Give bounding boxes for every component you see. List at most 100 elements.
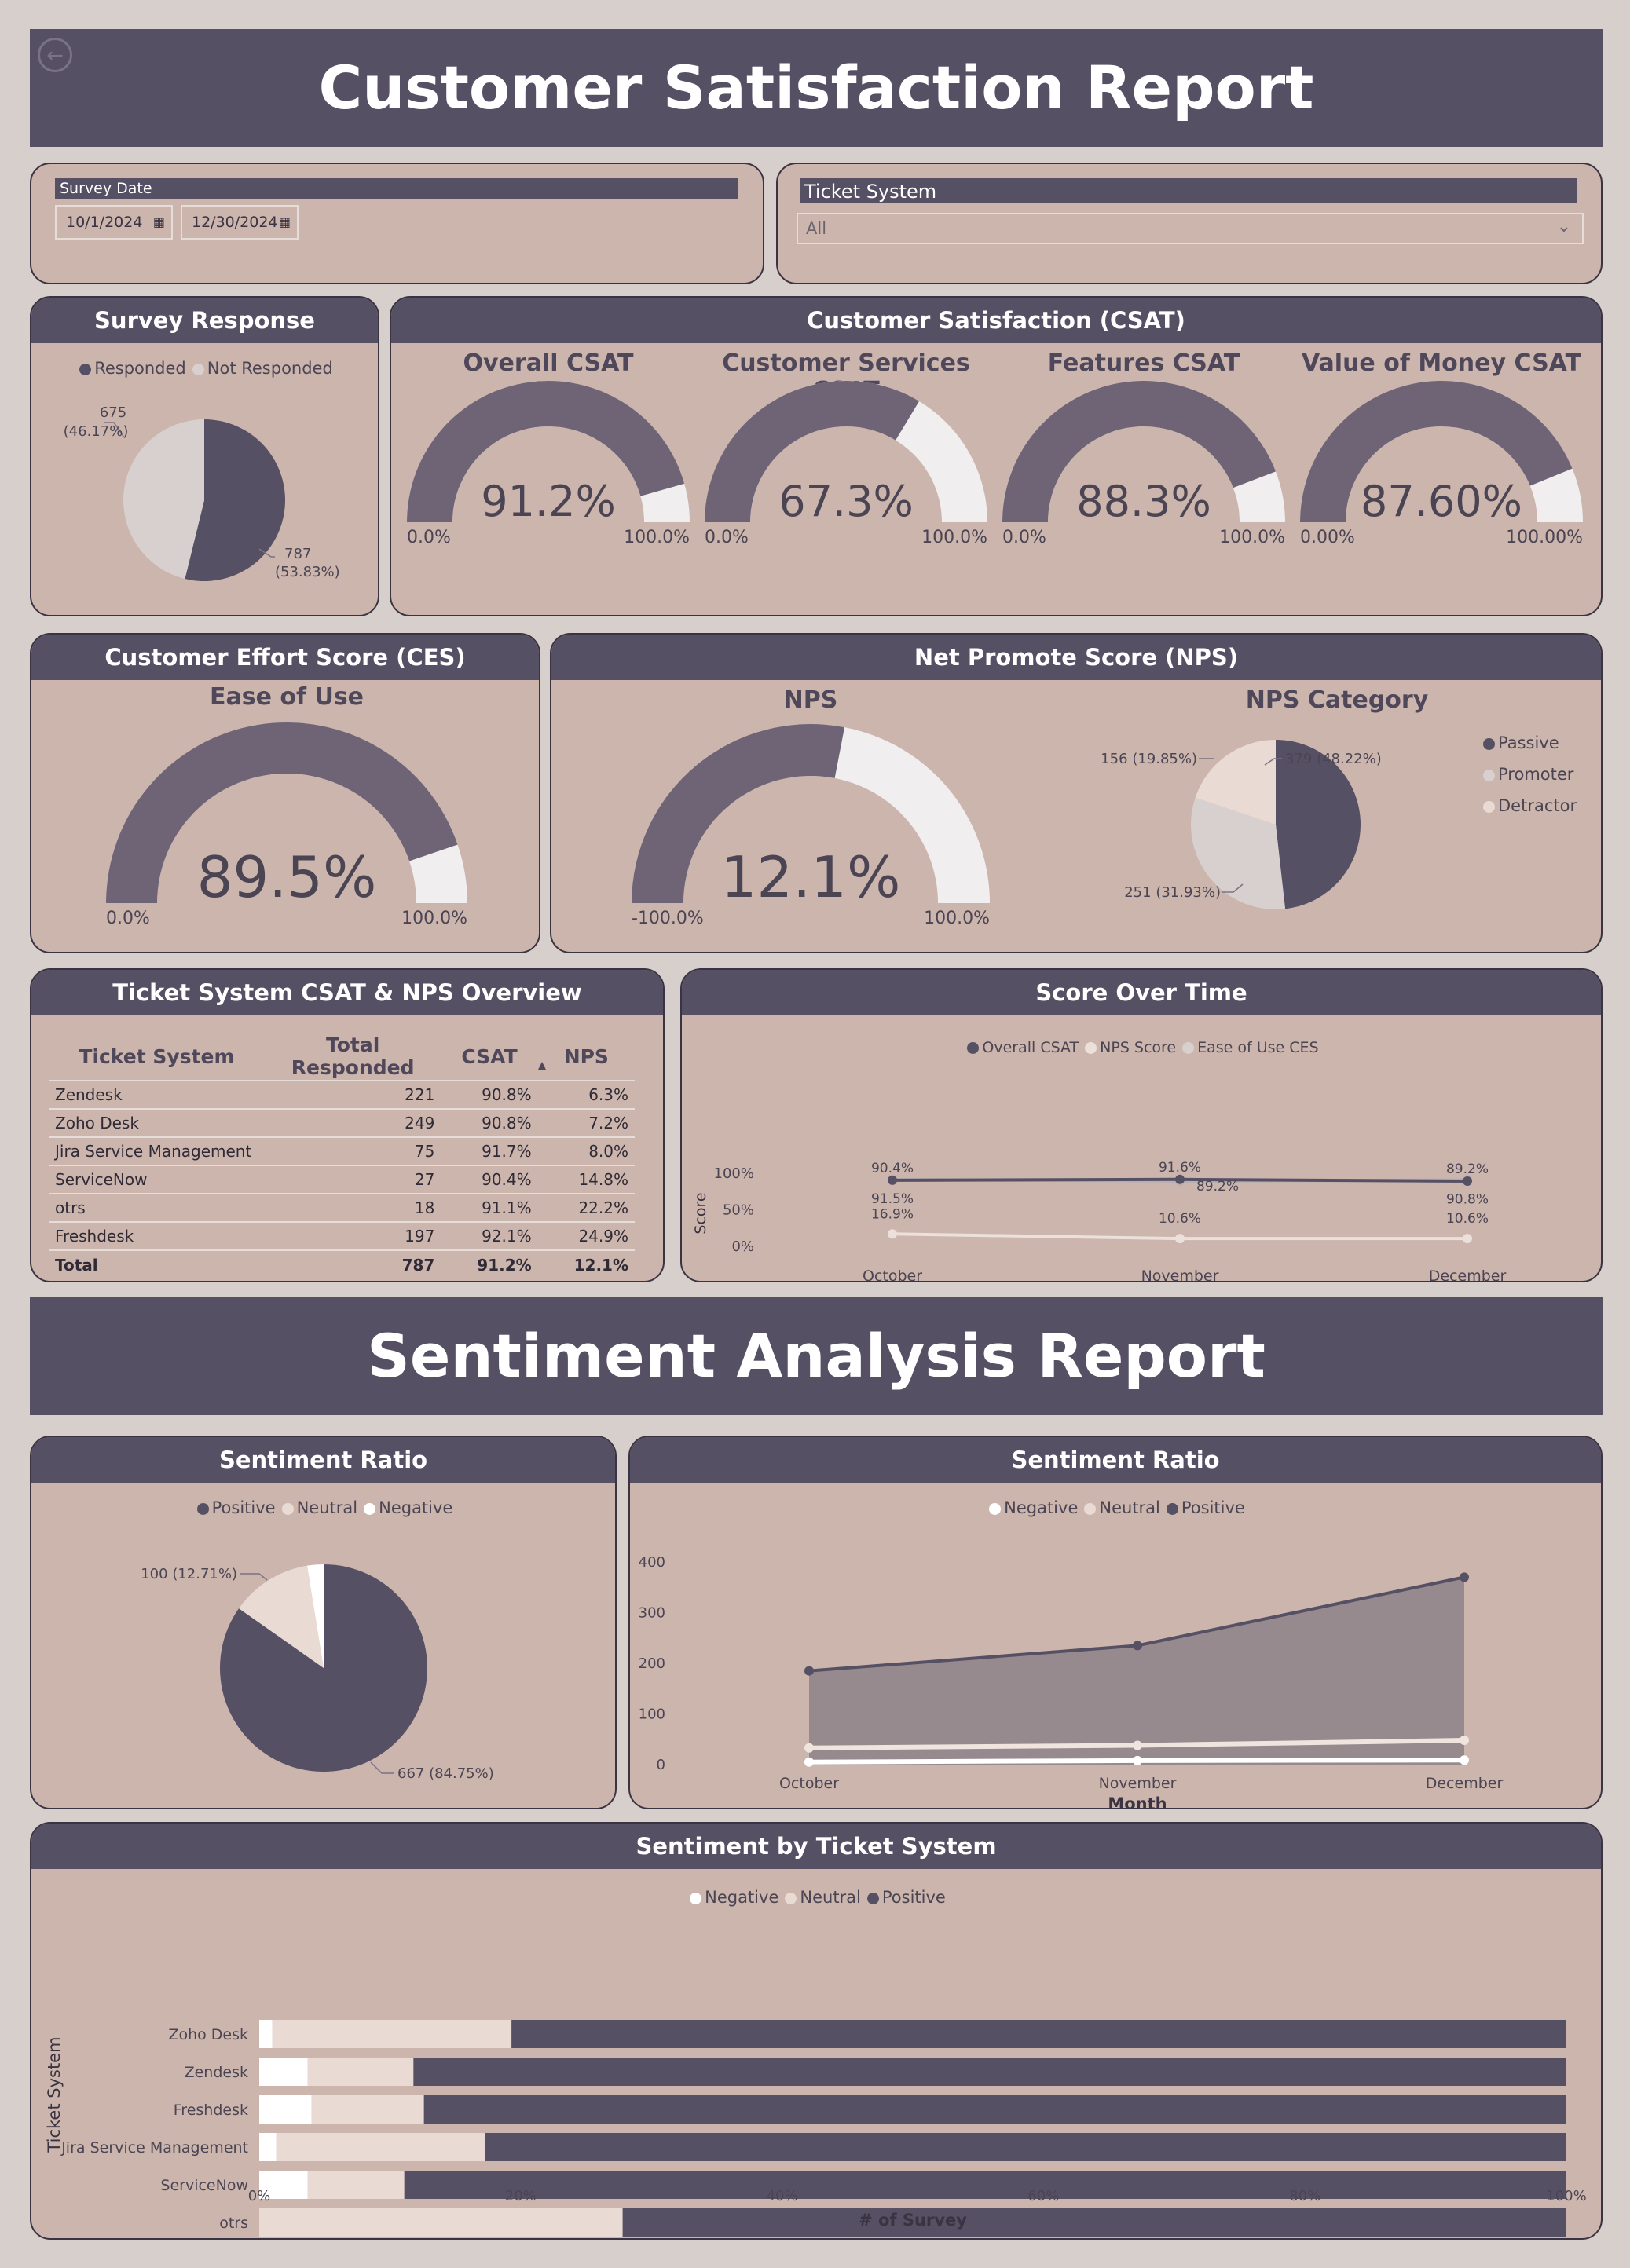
survey-response-card: Survey Response Responded Not Responded …	[30, 296, 379, 616]
table-row[interactable]: Zendesk 221 90.8% 6.3%	[49, 1081, 635, 1109]
neutral-segment[interactable]	[311, 2095, 424, 2124]
legend-not-responded[interactable]: Not Responded	[192, 359, 333, 378]
table-cell: 91.1%	[482, 1198, 532, 1217]
csat-line-point[interactable]	[888, 1175, 897, 1185]
negative-line-point[interactable]	[1460, 1755, 1469, 1765]
legend-responded[interactable]: Responded	[79, 359, 186, 378]
y-tick-label: Zoho Desk	[168, 2026, 248, 2043]
ces-title: Customer Effort Score (CES)	[31, 635, 539, 680]
end-date-input[interactable]: 12/30/2024 ▦	[181, 205, 299, 240]
positive-line-point[interactable]	[804, 1666, 814, 1676]
neutral-line-point[interactable]	[1133, 1740, 1142, 1750]
gauge-max: 100.00%	[1506, 528, 1583, 547]
table-row[interactable]: Jira Service Management 75 91.7% 8.0%	[49, 1137, 635, 1165]
not-responded-slice[interactable]	[123, 419, 204, 580]
gauge-min: 0.0%	[1002, 528, 1046, 547]
table-total-row[interactable]: Total 787 91.2% 12.1%	[49, 1250, 635, 1278]
col-ticket-system[interactable]: Ticket System	[79, 1044, 235, 1068]
legend-passive[interactable]: Passive	[1483, 727, 1577, 759]
legend-neutral[interactable]: Neutral	[1084, 1498, 1160, 1517]
table-row[interactable]: otrs 18 91.1% 22.2%	[49, 1194, 635, 1222]
csat-line-point[interactable]	[1463, 1176, 1472, 1187]
neutral-line-point[interactable]	[804, 1743, 814, 1753]
legend-negative[interactable]: Negative	[690, 1888, 778, 1907]
table-row[interactable]: Freshdesk 197 92.1% 24.9%	[49, 1222, 635, 1250]
positive-line-point[interactable]	[1133, 1641, 1142, 1651]
sentiment-pie-legend: Positive Neutral Negative	[31, 1498, 615, 1517]
col-nps[interactable]: NPS ▲	[537, 1044, 609, 1073]
responded-slice[interactable]	[185, 419, 285, 581]
gauge-max: 100.0%	[401, 909, 467, 928]
negative-line-point[interactable]	[1133, 1755, 1142, 1765]
table-cell: 22.2%	[578, 1198, 628, 1217]
table-row[interactable]: Zoho Desk 249 90.8% 7.2%	[49, 1109, 635, 1137]
legend-negative[interactable]: Negative	[989, 1498, 1078, 1517]
table-row[interactable]: ServiceNow 27 90.4% 14.8%	[49, 1165, 635, 1194]
negative-slice[interactable]	[307, 1564, 324, 1668]
legend-overall-csat[interactable]: Overall CSAT	[967, 1039, 1079, 1056]
legend-ease-of-use[interactable]: Ease of Use CES	[1182, 1039, 1319, 1056]
negative-segment[interactable]	[259, 2020, 273, 2048]
table-cell: 249	[405, 1114, 435, 1132]
ces-gauge: 89.5% 0.0% 100.0%	[106, 722, 467, 928]
positive-segment[interactable]	[404, 2171, 1566, 2199]
legend-detractor[interactable]: Detractor	[1483, 790, 1577, 821]
legend-positive[interactable]: Positive	[1166, 1498, 1245, 1517]
table-cell: Jira Service Management	[55, 1142, 252, 1161]
responded-label: 787	[284, 546, 311, 562]
neutral-segment[interactable]	[272, 2020, 512, 2048]
neutral-segment[interactable]	[307, 2058, 414, 2086]
ticket-overview-title: Ticket System CSAT & NPS Overview	[31, 970, 663, 1015]
positive-segment[interactable]	[413, 2058, 1566, 2086]
gauge-value: 87.60%	[1361, 477, 1522, 526]
col-csat[interactable]: CSAT	[461, 1044, 518, 1068]
x-axis-label: # of Survey	[859, 2211, 967, 2230]
calendar-icon[interactable]: ▦	[278, 214, 291, 229]
nps-category-pie: 156 (19.85%) 379 (48.22%) 251 (31.93%)	[1101, 740, 1382, 909]
back-arrow-icon[interactable]: ←	[38, 38, 72, 72]
x-tick-label: December	[1426, 1775, 1504, 1792]
detractor-slice[interactable]	[1195, 740, 1276, 825]
nps-line-point[interactable]	[1175, 1234, 1185, 1244]
neutral-slice[interactable]	[239, 1565, 324, 1668]
legend-nps-score[interactable]: NPS Score	[1085, 1039, 1176, 1056]
legend-promoter[interactable]: Promoter	[1483, 759, 1577, 790]
csat-gauge: 87.60% 0.00% 100.00%	[1300, 381, 1583, 547]
chevron-down-icon[interactable]: ⌄	[1556, 217, 1571, 236]
negative-segment[interactable]	[259, 2095, 312, 2124]
neutral-segment[interactable]	[259, 2208, 623, 2237]
negative-segment[interactable]	[259, 2171, 308, 2199]
promoter-slice[interactable]	[1191, 797, 1286, 909]
neutral-segment[interactable]	[276, 2133, 485, 2161]
positive-line-point[interactable]	[1460, 1572, 1469, 1582]
positive-segment[interactable]	[511, 2020, 1566, 2048]
positive-segment[interactable]	[423, 2095, 1566, 2124]
col-total-responded[interactable]: Total Responded	[291, 1033, 415, 1079]
start-date-input[interactable]: 10/1/2024 ▦	[55, 205, 173, 240]
ticket-system-dropdown[interactable]: All ⌄	[797, 213, 1584, 244]
nps-line-point[interactable]	[888, 1229, 897, 1239]
legend-negative[interactable]: Negative	[364, 1498, 452, 1517]
nps-line-point[interactable]	[1463, 1234, 1472, 1244]
legend-neutral[interactable]: Neutral	[281, 1498, 357, 1517]
legend-neutral[interactable]: Neutral	[785, 1888, 861, 1907]
negative-segment[interactable]	[259, 2058, 308, 2086]
table-cell: Freshdesk	[55, 1227, 134, 1246]
calendar-icon[interactable]: ▦	[152, 214, 165, 229]
positive-segment[interactable]	[622, 2208, 1566, 2237]
negative-segment[interactable]	[259, 2133, 277, 2161]
sentiment-ratio-area-card: Sentiment Ratio Negative Neutral Positiv…	[628, 1436, 1603, 1809]
legend-positive[interactable]: Positive	[866, 1888, 946, 1907]
gauge-min: 0.0%	[705, 528, 749, 547]
neutral-line-point[interactable]	[1460, 1736, 1469, 1746]
passive-slice[interactable]	[1276, 740, 1361, 909]
sort-asc-icon[interactable]: ▲	[537, 1059, 547, 1072]
neutral-segment[interactable]	[307, 2171, 405, 2199]
positive-segment[interactable]	[485, 2133, 1566, 2161]
x-tick-label: October	[863, 1268, 922, 1282]
legend-positive[interactable]: Positive	[196, 1498, 276, 1517]
ticket-overview-table: Ticket System Total Responded CSAT NPS ▲…	[49, 1033, 635, 1278]
csat-line-point[interactable]	[1175, 1174, 1185, 1184]
negative-line-point[interactable]	[804, 1757, 814, 1767]
csat-title: Customer Satisfaction (CSAT)	[391, 298, 1601, 343]
